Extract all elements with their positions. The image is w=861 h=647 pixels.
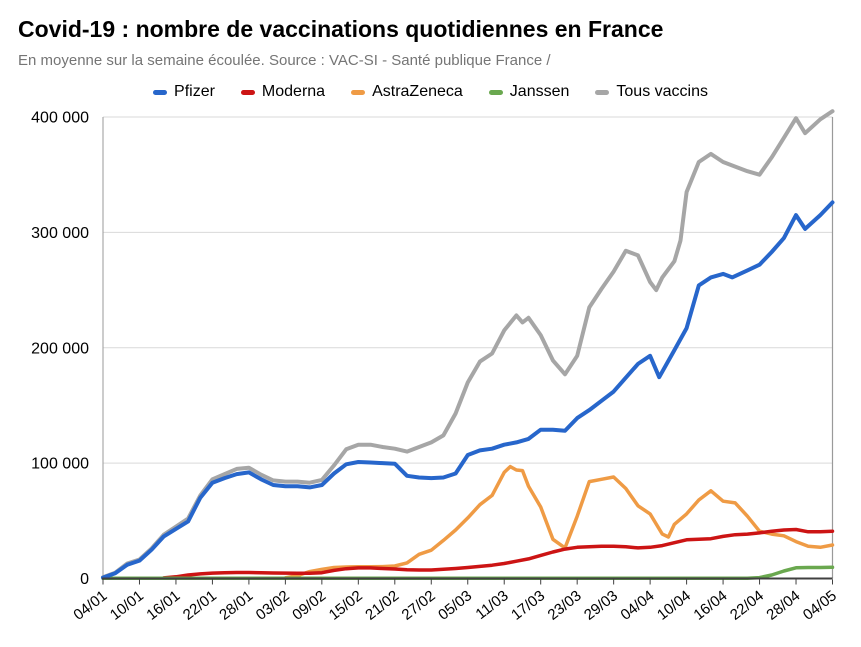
gridlines xyxy=(103,116,833,464)
legend-swatch-icon xyxy=(351,89,366,95)
svg-text:10/04: 10/04 xyxy=(654,587,694,624)
svg-text:29/03: 29/03 xyxy=(581,587,621,624)
svg-text:300 000: 300 000 xyxy=(31,225,89,242)
legend-item-moderna[interactable]: Moderna xyxy=(240,83,326,101)
svg-text:21/02: 21/02 xyxy=(362,587,402,624)
svg-text:16/04: 16/04 xyxy=(690,587,730,624)
svg-text:03/02: 03/02 xyxy=(253,587,293,624)
svg-text:22/04: 22/04 xyxy=(727,587,767,624)
svg-text:0: 0 xyxy=(80,571,89,588)
series-line-moderna xyxy=(162,527,835,580)
svg-text:05/03: 05/03 xyxy=(435,587,475,624)
legend-label: AstraZeneca xyxy=(372,83,463,100)
svg-text:17/03: 17/03 xyxy=(508,587,548,624)
series-line-astrazeneca xyxy=(283,464,835,580)
svg-text:28/04: 28/04 xyxy=(763,587,803,624)
legend-item-astrazeneca[interactable]: AstraZeneca xyxy=(351,83,463,101)
svg-text:27/02: 27/02 xyxy=(399,587,439,624)
legend-item-tous-vaccins[interactable]: Tous vaccins xyxy=(595,83,708,101)
svg-text:15/02: 15/02 xyxy=(326,587,366,624)
svg-text:100 000: 100 000 xyxy=(31,456,89,473)
svg-text:04/04: 04/04 xyxy=(618,587,658,624)
x-axis-labels: 04/0110/0116/0122/0128/0103/0209/0215/02… xyxy=(70,587,840,624)
chart-title: Covid-19 : nombre de vaccinations quotid… xyxy=(18,16,664,42)
legend-swatch-icon xyxy=(488,89,503,95)
svg-text:400 000: 400 000 xyxy=(31,110,89,127)
legend-item-pfizer[interactable]: Pfizer xyxy=(153,83,215,101)
series-lines xyxy=(101,109,835,580)
legend-swatch-icon xyxy=(153,89,168,95)
legend-label: Janssen xyxy=(509,83,570,100)
series-line-tous-vaccins xyxy=(101,109,835,580)
legend-label: Moderna xyxy=(261,83,326,100)
legend-label: Pfizer xyxy=(174,83,215,100)
svg-text:200 000: 200 000 xyxy=(31,340,89,357)
svg-text:09/02: 09/02 xyxy=(289,587,329,624)
legend-swatch-icon xyxy=(595,89,610,95)
chart-subtitle: En moyenne sur la semaine écoulée. Sourc… xyxy=(18,52,551,69)
y-axis-labels: 0 100 000 200 000 300 000 400 000 xyxy=(31,110,89,589)
series-line-pfizer xyxy=(101,200,835,580)
svg-text:10/01: 10/01 xyxy=(107,587,147,624)
legend-label: Tous vaccins xyxy=(616,83,708,100)
legend-item-janssen[interactable]: Janssen xyxy=(488,83,570,101)
legend-swatch-icon xyxy=(240,89,255,95)
svg-text:22/01: 22/01 xyxy=(180,587,220,624)
svg-text:23/03: 23/03 xyxy=(545,587,585,624)
svg-text:28/01: 28/01 xyxy=(216,587,256,624)
svg-text:11/03: 11/03 xyxy=(473,587,512,623)
x-axis-ticks xyxy=(102,579,833,585)
svg-text:04/01: 04/01 xyxy=(70,587,110,624)
svg-text:16/01: 16/01 xyxy=(143,587,183,624)
chart-legend: Pfizer Moderna AstraZeneca Janssen Tous vacc… xyxy=(0,83,861,101)
svg-text:04/05: 04/05 xyxy=(800,587,840,624)
